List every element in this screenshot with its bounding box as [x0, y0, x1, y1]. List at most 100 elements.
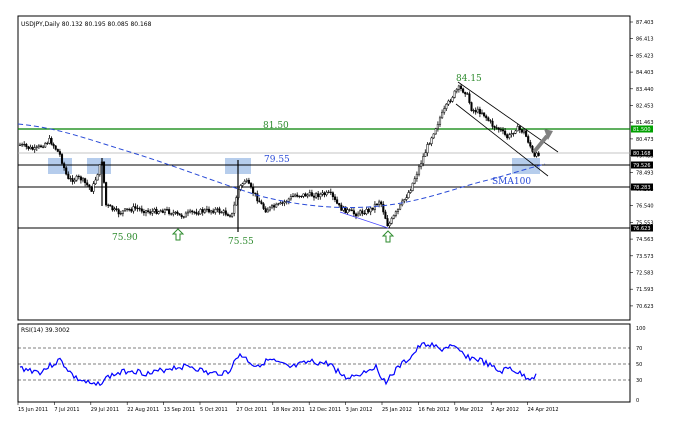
candle-body [455, 89, 458, 92]
candle-body [107, 204, 110, 206]
candle-body [522, 130, 526, 133]
candle-body [233, 204, 236, 214]
candle-body [172, 212, 175, 215]
candle-body [207, 208, 211, 213]
candle-body [453, 90, 456, 98]
candle-body [184, 212, 187, 218]
rsi-tick-label: 100 [636, 326, 646, 332]
candle-body [327, 191, 330, 193]
candle-body [436, 124, 439, 129]
candle-body [464, 92, 467, 95]
candle-body [485, 115, 488, 119]
candle-body [535, 152, 538, 157]
annotation-low2: 75.55 [228, 237, 254, 247]
candle-body [132, 206, 135, 212]
date-tick-label: 15 Jun 2011 [18, 407, 48, 413]
candle-body [235, 197, 238, 206]
candle-body [27, 146, 30, 149]
candle-body [472, 110, 475, 112]
price-tick-label: 75.553 [636, 220, 654, 226]
candle-body [197, 213, 200, 215]
candle-body [470, 102, 473, 111]
candle-body [81, 178, 85, 181]
candle-body [205, 208, 208, 211]
candle-body [258, 200, 261, 203]
candle-body [428, 143, 431, 145]
candle-body [480, 112, 484, 114]
candle-body [283, 201, 286, 204]
up-arrow-icon-2 [381, 230, 395, 243]
date-tick-label: 24 Apr 2012 [528, 407, 559, 413]
candle-body [342, 206, 345, 211]
candle-body [508, 134, 511, 139]
candle-body [178, 213, 181, 216]
candle-body [161, 210, 164, 213]
candle-body [357, 213, 360, 217]
candle-body [115, 208, 118, 210]
candle-body [386, 218, 389, 227]
candle-body [338, 203, 341, 206]
candle-body [512, 133, 515, 135]
candle-body [510, 133, 513, 135]
candle-body [140, 208, 143, 212]
candle-body [105, 182, 108, 206]
up-arrow-icon-1 [171, 228, 185, 241]
candle-body [405, 197, 408, 200]
rsi-tick-label: 50 [636, 362, 642, 368]
candle-body [218, 208, 221, 213]
candle-body [96, 174, 99, 181]
candle-body [394, 211, 397, 216]
candle-body [304, 193, 307, 197]
price-tick-label: 85.423 [636, 53, 654, 59]
candle-body [531, 145, 534, 152]
candle-body [138, 208, 141, 210]
candle-body [291, 195, 295, 197]
price-tick-label: 79.483 [636, 154, 654, 160]
candle-body [420, 163, 423, 168]
candle-body [493, 126, 496, 128]
annotation-high: 84.15 [456, 74, 482, 84]
candle-body [476, 108, 479, 113]
date-tick-label: 29 Jul 2011 [91, 407, 119, 413]
candle-body [371, 207, 374, 210]
candle-body [434, 128, 437, 135]
candle-body [189, 210, 192, 213]
candle-body [44, 143, 47, 148]
channel-lower-line [455, 103, 549, 177]
candle-body [170, 213, 173, 215]
candle-body [447, 100, 450, 105]
candle-body [495, 127, 498, 129]
candle-body [37, 145, 40, 148]
candle-body [77, 175, 80, 178]
trend-line-jan [339, 211, 389, 229]
candle-body [270, 205, 274, 208]
candle-body [149, 211, 152, 214]
price-tick-label: 70.623 [636, 304, 654, 310]
candle-body [86, 182, 89, 186]
candle-body [214, 209, 217, 213]
candle-body [90, 186, 93, 192]
candle-body [424, 152, 427, 157]
candle-body [71, 178, 74, 182]
date-axis: 15 Jun 2011 7 Jul 2011 29 Jul 2011 22 Aug 2… [17, 402, 559, 413]
candle-body [287, 198, 290, 202]
candle-body [527, 136, 530, 143]
candle-body [399, 204, 402, 210]
candle-body [474, 110, 477, 113]
price-tag-label: 76.623 [633, 226, 651, 232]
candle-body [54, 145, 57, 150]
price-candles [18, 84, 540, 232]
rsi-axis: 100 70 50 30 0 [636, 326, 646, 404]
date-tick-label: 3 Jan 2012 [346, 407, 373, 413]
candle-body [459, 85, 463, 90]
candle-body [504, 130, 507, 135]
chart-header: USDJPY,Daily 80.132 80.195 80.085 80.168 [21, 21, 152, 28]
candle-body [228, 215, 232, 217]
candle-body [319, 193, 322, 198]
candle-body [60, 154, 64, 164]
candle-body [390, 218, 393, 224]
candle-body [525, 130, 528, 137]
candle-body [134, 206, 137, 209]
candle-body [130, 209, 133, 212]
candle-body [462, 88, 465, 93]
